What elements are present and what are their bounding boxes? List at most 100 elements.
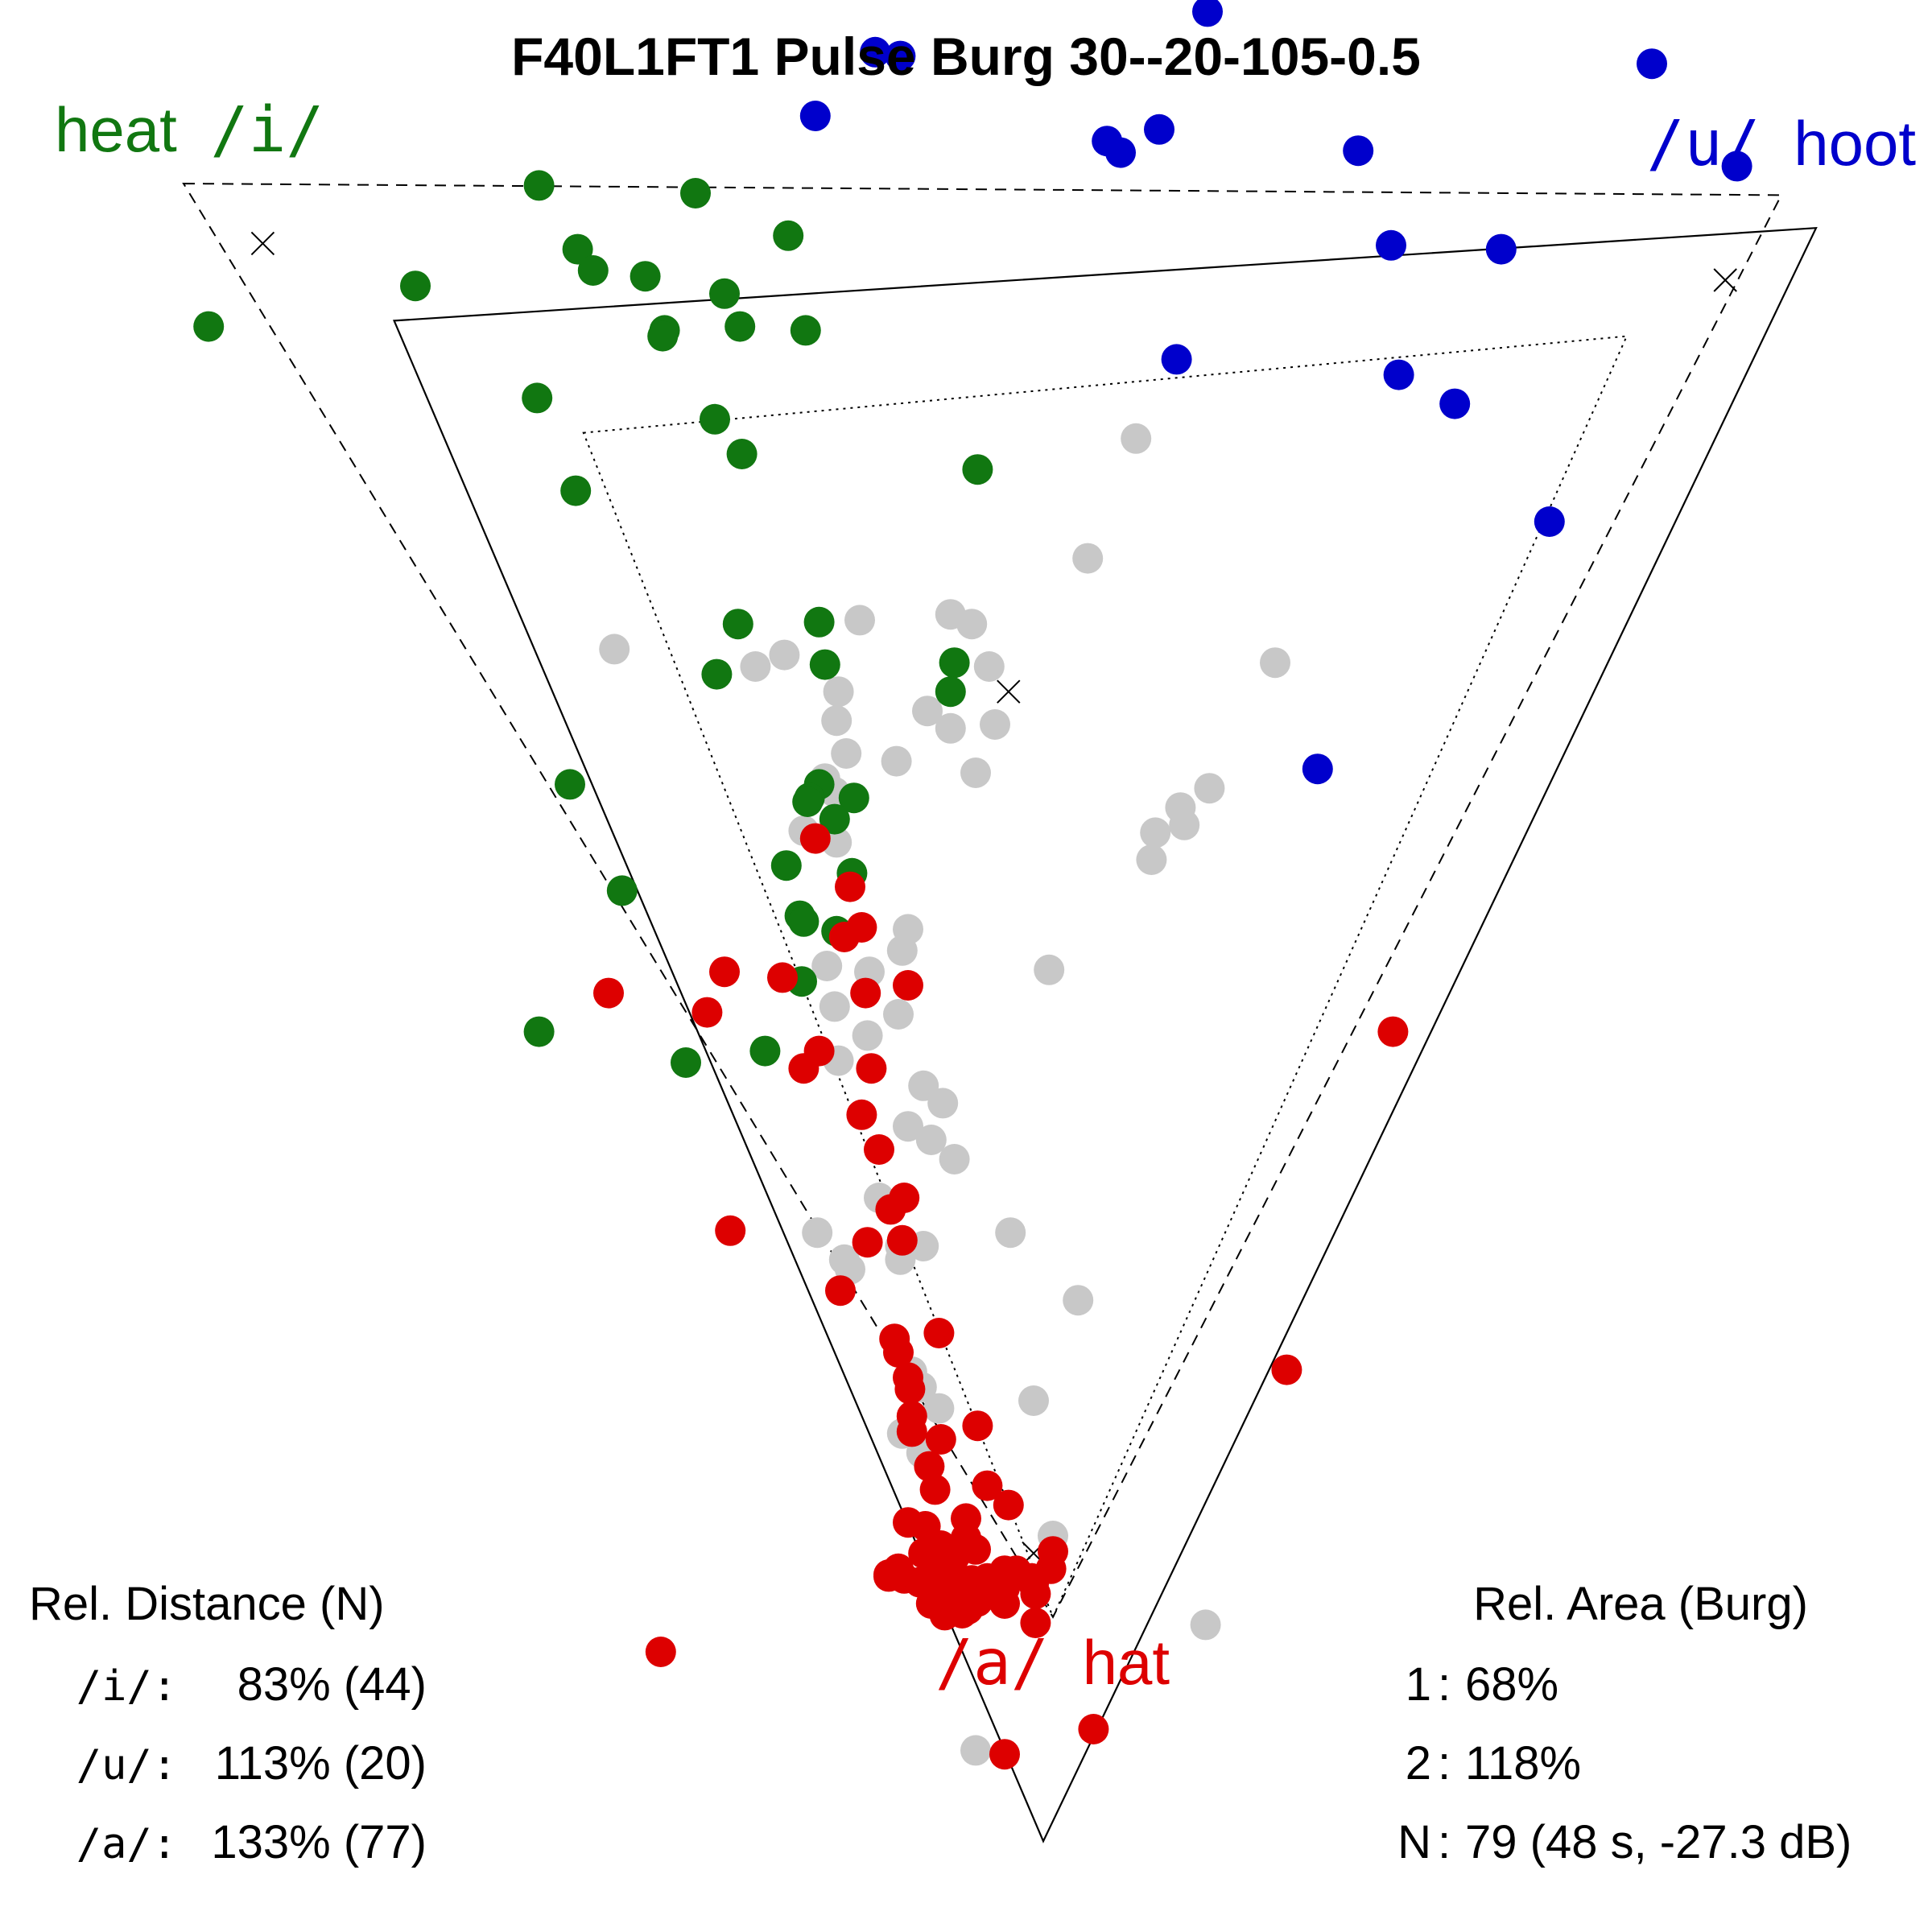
point-i-12 xyxy=(790,315,821,346)
point-other-34 xyxy=(1034,954,1065,985)
point-i-24 xyxy=(555,769,585,800)
point-i-38 xyxy=(671,1047,701,1078)
point-u-5 xyxy=(1144,114,1174,145)
point-other-39 xyxy=(915,1125,947,1155)
point-i-21 xyxy=(809,649,840,680)
rel-area-label-2: 2 xyxy=(1406,1737,1431,1790)
point-i-3 xyxy=(562,233,593,265)
rel-area-label-1: 1 xyxy=(1406,1658,1431,1711)
point-a-31 xyxy=(914,1451,945,1482)
point-u-0 xyxy=(1192,0,1223,27)
point-a-6 xyxy=(850,977,881,1009)
rel-distance-label-a: /a/: xyxy=(76,1820,177,1868)
point-other-16 xyxy=(881,745,912,777)
point-i-7 xyxy=(709,278,740,309)
point-u-2 xyxy=(885,40,916,72)
point-u-7 xyxy=(1105,137,1136,168)
point-a-30 xyxy=(925,1424,956,1455)
point-u-15 xyxy=(1534,506,1565,537)
point-a-17 xyxy=(715,1215,746,1246)
point-a-33 xyxy=(972,1470,1003,1501)
vowel-label-a-ipa: /a/ xyxy=(935,1627,1049,1699)
point-u-16 xyxy=(1302,753,1333,785)
point-a-21 xyxy=(1377,1016,1409,1047)
point-a-13 xyxy=(846,1099,877,1130)
point-u-12 xyxy=(1161,344,1192,375)
point-a-24 xyxy=(883,1337,914,1368)
point-a-28 xyxy=(962,1410,993,1442)
point-other-2 xyxy=(844,605,875,636)
point-u-10 xyxy=(1376,229,1406,261)
point-u-9 xyxy=(1721,151,1752,182)
rel-area-sep-1: : xyxy=(1438,1658,1451,1711)
point-a-12 xyxy=(856,1053,887,1084)
point-a-19 xyxy=(886,1224,918,1256)
point-other-4 xyxy=(956,609,988,640)
point-a-70 xyxy=(989,1588,1020,1619)
center-marker-2 xyxy=(997,679,1021,704)
point-i-5 xyxy=(400,270,431,302)
scatter-points xyxy=(193,0,1752,1770)
center-marker-1 xyxy=(1713,268,1737,292)
point-a-73 xyxy=(1020,1579,1051,1609)
rel-area-heading: Rel. Area (Burg) xyxy=(1473,1578,1808,1630)
point-other-0 xyxy=(1121,423,1152,454)
point-i-30 xyxy=(606,875,638,906)
triangle-dashed xyxy=(182,182,1783,1619)
point-other-11 xyxy=(912,696,943,727)
point-other-17 xyxy=(960,758,991,788)
point-a-5 xyxy=(767,962,798,993)
point-other-57 xyxy=(1190,1609,1221,1641)
point-other-49 xyxy=(1063,1285,1094,1316)
point-a-76 xyxy=(989,1739,1020,1770)
center-marker-0 xyxy=(250,231,275,256)
vowel-label-i-ipa: /i/ xyxy=(210,94,324,167)
point-other-7 xyxy=(769,639,800,671)
point-other-28 xyxy=(886,935,918,966)
point-a-3 xyxy=(828,922,860,952)
point-other-40 xyxy=(939,1144,970,1174)
point-i-14 xyxy=(700,403,730,435)
point-a-74 xyxy=(1020,1608,1051,1638)
point-i-13 xyxy=(522,382,553,414)
rel-area-value-1: 68% xyxy=(1465,1658,1558,1711)
point-i-8 xyxy=(193,311,225,342)
point-i-26 xyxy=(838,782,869,814)
point-i-20 xyxy=(701,658,733,690)
point-i-37 xyxy=(523,1016,555,1047)
point-a-8 xyxy=(593,977,624,1009)
point-other-8 xyxy=(973,651,1005,682)
point-a-7 xyxy=(893,970,923,1001)
point-a-16 xyxy=(875,1194,906,1225)
point-a-23 xyxy=(923,1318,955,1348)
point-other-9 xyxy=(1260,647,1290,679)
rel-distance-label-u: /u/: xyxy=(76,1741,177,1790)
point-a-71 xyxy=(929,1600,960,1631)
point-other-15 xyxy=(831,738,862,769)
rel-area-panel: Rel. Area (Burg) 1 : 68% 2 : 118% N : 79… xyxy=(1397,1578,1852,1868)
rel-distance-heading: Rel. Distance (N) xyxy=(29,1578,385,1630)
point-a-26 xyxy=(894,1373,926,1405)
rel-area-label-n: N xyxy=(1397,1816,1431,1868)
point-i-29 xyxy=(819,803,850,835)
point-a-18 xyxy=(852,1227,883,1258)
point-i-10 xyxy=(724,311,756,342)
point-i-17 xyxy=(560,475,592,506)
point-a-32 xyxy=(919,1474,951,1505)
triangle-dotted xyxy=(582,335,1629,1620)
point-other-38 xyxy=(893,1111,923,1142)
point-a-0 xyxy=(799,823,831,854)
rel-distance-value-a: 133% (77) xyxy=(211,1816,427,1868)
point-u-8 xyxy=(1343,135,1374,167)
vowel-label-u-ipa: /u/ xyxy=(1647,108,1761,180)
point-i-0 xyxy=(523,170,555,201)
point-other-20 xyxy=(1169,809,1200,840)
point-other-5 xyxy=(599,634,630,665)
point-other-31 xyxy=(819,991,850,1022)
vowel-label-a-word: hat xyxy=(1083,1627,1170,1698)
point-u-1 xyxy=(860,36,891,68)
point-other-1 xyxy=(1072,543,1104,574)
point-u-13 xyxy=(1383,359,1414,390)
point-other-33 xyxy=(852,1020,883,1051)
point-i-1 xyxy=(680,178,711,208)
